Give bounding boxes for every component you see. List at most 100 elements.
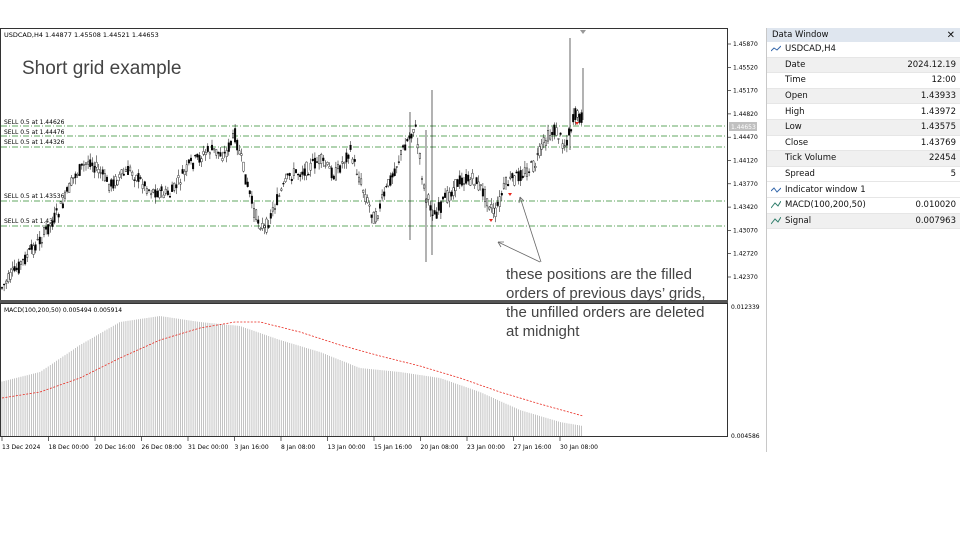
data-value: 22454 bbox=[928, 153, 956, 164]
indicator-value: 0.010020 bbox=[915, 200, 956, 211]
current-price-text: 1.44653 bbox=[731, 124, 756, 131]
data-key: Open bbox=[785, 91, 808, 102]
data-value: 5 bbox=[950, 169, 956, 180]
date-tick: 20 Jan 08:00 bbox=[421, 444, 459, 451]
macd-histogram bbox=[1, 316, 582, 436]
data-value: 1.43769 bbox=[920, 137, 956, 148]
data-row-spread: Spread 5 bbox=[767, 167, 960, 183]
data-value: 12:00 bbox=[931, 75, 957, 86]
price-tick: 1.43420 bbox=[733, 204, 758, 211]
date-tick: 3 Jan 16:00 bbox=[235, 444, 269, 451]
date-tick: 20 Dec 16:00 bbox=[95, 444, 136, 451]
data-key: Close bbox=[785, 137, 809, 148]
price-tick: 1.45520 bbox=[733, 64, 758, 71]
data-row-low: Low 1.43575 bbox=[767, 119, 960, 136]
data-key: Spread bbox=[785, 169, 815, 180]
annotation-arrows bbox=[497, 196, 542, 263]
indicator-row-macd[interactable]: MACD(100,200,50) 0.010020 bbox=[767, 198, 960, 214]
macd-top-tick: 0.012339 bbox=[731, 304, 760, 311]
sell-arrow-icon bbox=[489, 219, 493, 222]
sell-arrow-icon bbox=[508, 193, 512, 196]
data-key: Date bbox=[785, 59, 806, 70]
date-tick: 30 Jan 08:00 bbox=[560, 444, 598, 451]
main-chart-frame bbox=[0, 28, 728, 301]
data-row-date: Date 2024.12.19 bbox=[767, 57, 960, 74]
data-key: High bbox=[785, 106, 805, 117]
data-window-titlebar[interactable]: Data Window ✕ bbox=[767, 28, 960, 42]
data-row-close: Close 1.43769 bbox=[767, 136, 960, 152]
date-tick: 26 Dec 08:00 bbox=[142, 444, 183, 451]
macd-bottom-tick: 0.004586 bbox=[731, 433, 760, 440]
data-rows: Date 2024.12.19 Time 12:00 Open 1.43933 High 1.… bbox=[767, 57, 960, 183]
indicator-wave-icon bbox=[771, 186, 781, 193]
date-tick: 8 Jan 08:00 bbox=[281, 444, 315, 451]
price-tick: 1.43770 bbox=[733, 181, 758, 188]
data-key: Low bbox=[785, 122, 802, 133]
price-tick: 1.44820 bbox=[733, 111, 758, 118]
price-candles bbox=[1, 38, 584, 292]
note-line: orders of previous days’ grids, bbox=[506, 285, 706, 302]
price-tick: 1.42720 bbox=[733, 251, 758, 258]
data-key: Tick Volume bbox=[785, 153, 837, 164]
close-icon[interactable]: ✕ bbox=[946, 29, 955, 41]
indicator-value: 0.007963 bbox=[915, 215, 956, 226]
macd-label: MACD(100,200,50) 0.005494 0.005914 bbox=[4, 307, 122, 314]
symbol-label: USDCAD,H4 bbox=[785, 44, 836, 55]
sell-arrow-icon bbox=[575, 122, 579, 125]
indicator-group-label: Indicator window 1 bbox=[785, 184, 866, 195]
chart-shift-icon[interactable] bbox=[580, 30, 586, 34]
price-tick: 1.44120 bbox=[733, 158, 758, 165]
price-tick: 1.43070 bbox=[733, 227, 758, 234]
window-divider[interactable] bbox=[0, 300, 728, 303]
sell-grid-lines bbox=[1, 125, 727, 227]
data-row-time: Time 12:00 bbox=[767, 73, 960, 89]
price-tick: 1.42370 bbox=[733, 274, 758, 281]
date-tick: 13 Jan 00:00 bbox=[328, 444, 366, 451]
chart-header: USDCAD,H4 1.44877 1.45508 1.44521 1.4465… bbox=[4, 31, 159, 39]
sell-label: SELL 0.5 at 1.44476 bbox=[4, 129, 65, 136]
indicator-name: MACD(100,200,50) bbox=[785, 200, 866, 211]
symbol-row[interactable]: USDCAD,H4 bbox=[767, 42, 960, 58]
note-line: these positions are the filled bbox=[506, 266, 692, 283]
data-key: Time bbox=[785, 75, 806, 86]
sell-label: SELL 0.5 at 1.43536 bbox=[4, 193, 65, 200]
data-window-title: Data Window bbox=[772, 30, 829, 40]
sell-label: SELL 0.5 at 1.44626 bbox=[4, 119, 65, 126]
date-tick: 27 Jan 16:00 bbox=[514, 444, 552, 451]
macd-frame bbox=[0, 303, 728, 437]
sell-label: SELL 0.5 at 1.44326 bbox=[4, 139, 65, 146]
macd-signal-line bbox=[1, 321, 584, 417]
indicator-group-row[interactable]: Indicator window 1 bbox=[767, 182, 960, 198]
price-tick: 1.45870 bbox=[733, 41, 758, 48]
indicator-row-signal[interactable]: Signal 0.007963 bbox=[767, 213, 960, 230]
price-tick: 1.45170 bbox=[733, 88, 758, 95]
data-value: 1.43972 bbox=[920, 106, 956, 117]
data-value: 1.43933 bbox=[920, 91, 956, 102]
indicator-line-icon bbox=[771, 216, 781, 225]
data-row-high: High 1.43972 bbox=[767, 104, 960, 120]
date-tick: 13 Dec 2024 bbox=[2, 444, 41, 451]
sell-labels: SELL 0.5 at 1.44626 SELL 0.5 at 1.44476 … bbox=[4, 119, 65, 225]
note-line: the unfilled orders are deleted bbox=[506, 304, 704, 321]
data-row-tick-volume: Tick Volume 22454 bbox=[767, 151, 960, 167]
price-tick: 1.44470 bbox=[733, 134, 758, 141]
chart-line-icon bbox=[771, 45, 781, 52]
time-axis[interactable]: 13 Dec 2024 18 Dec 00:00 20 Dec 16:00 26 De… bbox=[1, 437, 598, 451]
date-tick: 15 Jan 16:00 bbox=[374, 444, 412, 451]
filled-order-markers bbox=[489, 122, 579, 222]
current-price-marker bbox=[729, 122, 757, 131]
data-value: 2024.12.19 bbox=[907, 59, 956, 70]
data-row-open: Open 1.43933 bbox=[767, 88, 960, 105]
data-value: 1.43575 bbox=[920, 122, 956, 133]
price-axis[interactable]: 1.45870 1.45520 1.45170 1.44820 1.44470 1.441… bbox=[728, 41, 758, 281]
annotation-note: these positions are the filled orders of… bbox=[506, 266, 706, 340]
indicator-line-icon bbox=[771, 201, 781, 209]
date-tick: 18 Dec 00:00 bbox=[49, 444, 90, 451]
chart-area[interactable]: USDCAD,H4 1.44877 1.45508 1.44521 1.4465… bbox=[0, 0, 766, 460]
note-line: at midnight bbox=[506, 323, 580, 340]
date-tick: 23 Jan 00:00 bbox=[467, 444, 505, 451]
date-tick: 31 Dec 00:00 bbox=[188, 444, 229, 451]
annotation-title: Short grid example bbox=[22, 58, 181, 79]
data-window[interactable]: Data Window ✕ USDCAD,H4 Date 2024.12.19 Ti… bbox=[766, 28, 960, 452]
sell-label: SELL 0.5 at 1.43 bbox=[4, 218, 53, 225]
